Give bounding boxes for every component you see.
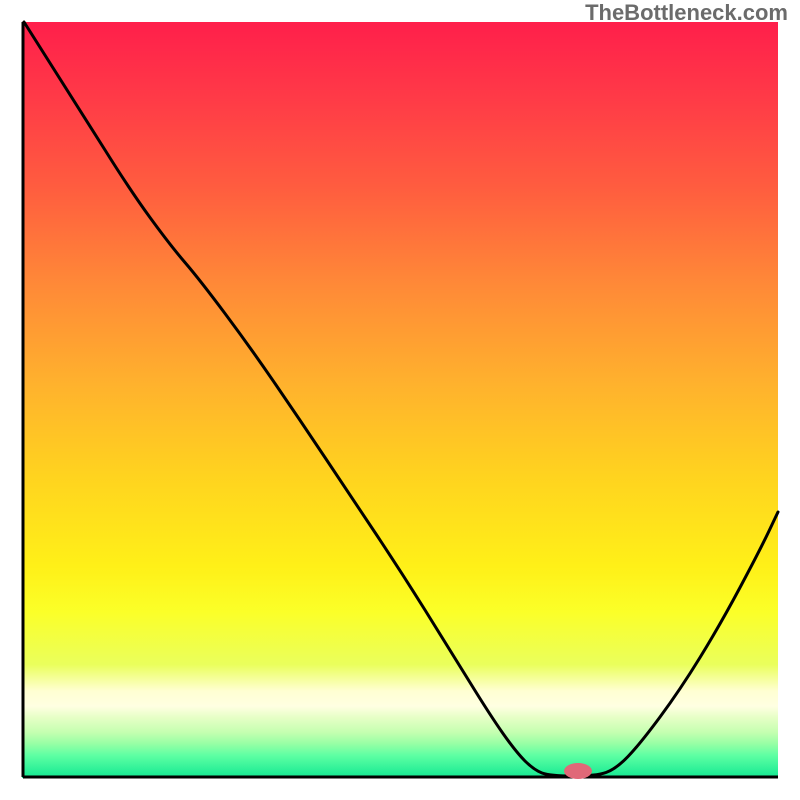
bottleneck-chart: TheBottleneck.com — [0, 0, 800, 800]
chart-container: TheBottleneck.com — [0, 0, 800, 800]
optimal-marker — [564, 763, 592, 779]
watermark-text: TheBottleneck.com — [585, 0, 788, 25]
chart-background — [22, 22, 778, 778]
